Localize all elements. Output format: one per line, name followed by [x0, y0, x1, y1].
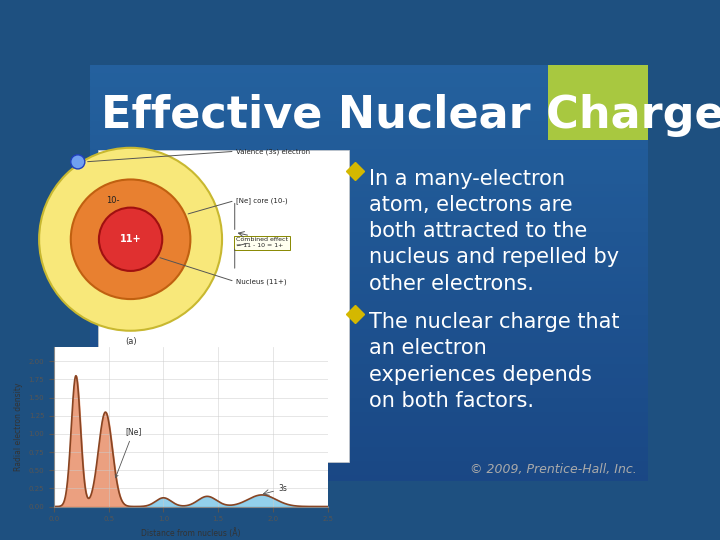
Bar	[90, 390, 648, 397]
Bar	[90, 245, 648, 252]
Text: © 2009, Prentice-Hall, Inc.: © 2009, Prentice-Hall, Inc.	[470, 463, 637, 476]
Bar	[90, 453, 648, 460]
Text: an electron: an electron	[369, 339, 487, 359]
Text: The nuclear charge that: The nuclear charge that	[369, 312, 619, 332]
Bar	[90, 328, 648, 335]
Bar	[90, 425, 648, 432]
Text: [Ne] core (10-): [Ne] core (10-)	[236, 197, 288, 204]
Bar	[90, 127, 648, 134]
Bar	[90, 370, 648, 377]
Bar	[90, 169, 648, 176]
Bar	[90, 252, 648, 259]
Bar	[90, 404, 648, 411]
Bar	[90, 259, 648, 266]
Bar	[90, 72, 648, 79]
Bar	[90, 397, 648, 404]
Text: Effective Nuclear Charge: Effective Nuclear Charge	[101, 94, 720, 137]
Bar	[90, 363, 648, 370]
Bar	[90, 474, 648, 481]
Bar	[90, 266, 648, 273]
Y-axis label: Radial electron density: Radial electron density	[14, 382, 23, 471]
Bar	[90, 92, 648, 99]
Bar	[90, 141, 648, 148]
Bar	[90, 321, 648, 328]
Text: In a many-electron: In a many-electron	[369, 168, 565, 189]
Text: (a): (a)	[125, 337, 136, 346]
Bar	[90, 99, 648, 106]
Bar	[90, 446, 648, 453]
Bar	[90, 411, 648, 418]
Bar	[90, 460, 648, 467]
FancyBboxPatch shape	[547, 65, 648, 140]
Bar	[90, 65, 648, 72]
Text: on both factors.: on both factors.	[369, 391, 534, 411]
Bar	[90, 148, 648, 155]
Circle shape	[71, 179, 190, 299]
Text: 3s: 3s	[279, 483, 287, 492]
Bar	[90, 349, 648, 356]
Text: 10-: 10-	[107, 196, 120, 205]
Bar	[90, 467, 648, 474]
Bar	[90, 217, 648, 224]
Bar	[90, 79, 648, 85]
Bar	[90, 287, 648, 294]
Text: [Ne]: [Ne]	[115, 427, 142, 478]
Bar	[90, 120, 648, 127]
Circle shape	[99, 207, 162, 271]
Bar	[90, 342, 648, 349]
Bar	[90, 113, 648, 120]
Text: Combined effect
= 11 - 10 = 1+: Combined effect = 11 - 10 = 1+	[236, 238, 288, 248]
Bar	[90, 204, 648, 210]
Bar	[90, 273, 648, 280]
Bar	[90, 85, 648, 92]
Bar	[90, 377, 648, 383]
Bar	[90, 176, 648, 183]
Text: Valence (3s) electron: Valence (3s) electron	[236, 148, 310, 154]
Bar	[90, 231, 648, 238]
Text: both attracted to the: both attracted to the	[369, 221, 588, 241]
Text: Nucleus (11+): Nucleus (11+)	[236, 278, 287, 285]
Bar	[90, 155, 648, 162]
Bar	[90, 224, 648, 231]
Text: nucleus and repelled by: nucleus and repelled by	[369, 247, 619, 267]
FancyBboxPatch shape	[99, 150, 349, 462]
Bar	[90, 439, 648, 446]
Bar	[90, 418, 648, 425]
Bar	[90, 294, 648, 300]
Text: experiences depends: experiences depends	[369, 364, 592, 384]
Bar	[90, 197, 648, 204]
Text: 11+: 11+	[120, 234, 141, 244]
X-axis label: Distance from nucleus (Å): Distance from nucleus (Å)	[141, 528, 240, 538]
Text: other electrons.: other electrons.	[369, 274, 534, 294]
Bar	[90, 162, 648, 168]
Bar	[90, 238, 648, 245]
Bar	[90, 183, 648, 190]
Bar	[90, 307, 648, 314]
Bar	[90, 300, 648, 307]
Bar	[90, 356, 648, 363]
Bar	[90, 190, 648, 197]
Bar	[90, 134, 648, 141]
Bar	[90, 432, 648, 439]
Text: atom, electrons are: atom, electrons are	[369, 195, 572, 215]
Bar	[90, 280, 648, 287]
Circle shape	[71, 155, 85, 169]
Bar	[90, 335, 648, 342]
Bar	[90, 211, 648, 217]
Bar	[90, 314, 648, 321]
Bar	[90, 383, 648, 390]
Circle shape	[39, 148, 222, 330]
Bar	[90, 106, 648, 113]
